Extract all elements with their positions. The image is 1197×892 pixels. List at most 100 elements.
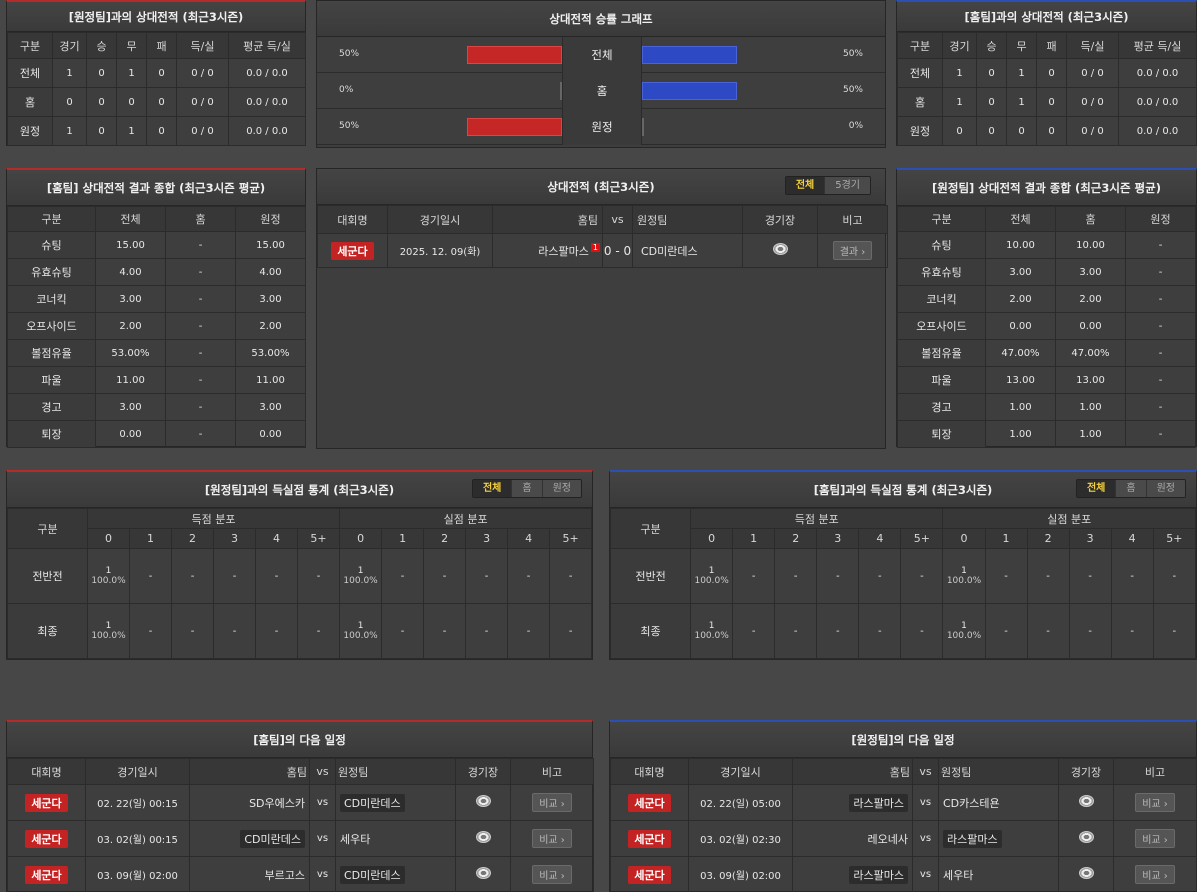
- away-team[interactable]: 세우타: [943, 868, 974, 882]
- away-team[interactable]: CD미란데스: [632, 233, 743, 268]
- cell-value: -: [1026, 548, 1070, 604]
- tab-away[interactable]: 원정: [541, 480, 581, 497]
- stadium-icon[interactable]: [475, 867, 491, 879]
- away-team[interactable]: 세우타: [340, 832, 371, 846]
- home-win-bar: [642, 82, 737, 100]
- home-team[interactable]: CD미란데스: [240, 829, 305, 848]
- goals-left-table: 구분 득점 분포 실점 분포 0 1 2 3 4 5+ 0 1 2 3 4 5+ 전반전 1 100.0% - - - -…: [7, 508, 593, 659]
- percent: 100.0%: [694, 631, 729, 641]
- row-label: 슈팅: [897, 231, 986, 259]
- vs-label: vs: [912, 784, 939, 821]
- vs-label: vs: [309, 820, 336, 857]
- cell-value: 1 100.0%: [942, 603, 986, 659]
- compare-button[interactable]: 비교 ›: [532, 865, 572, 884]
- compare-button[interactable]: 비교 ›: [1135, 829, 1175, 848]
- cell-value: -: [165, 339, 236, 367]
- cell-value: 1: [52, 58, 87, 88]
- h2h-home-table: 구분 경기 승 무 패 득/실 평균 득/실 전체 1 0 1 0 0 / 0 0.0 / 0.0 홈 1 0 1…: [897, 32, 1197, 146]
- stadium-icon[interactable]: [475, 831, 491, 843]
- bucket-header: 2: [1026, 528, 1070, 549]
- cell-value: -: [1125, 366, 1196, 394]
- panel-title-text: [홈팀]과의 득실점 통계 (최근3시즌): [813, 483, 993, 497]
- cell-value: -: [1125, 285, 1196, 313]
- cell-value: 2.00: [95, 312, 166, 340]
- compare-button[interactable]: 비교 ›: [532, 793, 572, 812]
- cell-value: -: [1068, 603, 1112, 659]
- home-team[interactable]: 라스팔마스: [849, 793, 908, 812]
- header-row: 구분 득점 분포 실점 분포: [7, 508, 593, 549]
- panel-title-text: [원정팀]과의 득실점 통계 (최근3시즌): [204, 483, 395, 497]
- tab-home[interactable]: 홈: [511, 480, 542, 497]
- schedule-row: 세군다 02. 22(일) 00:15 SD우에스카 vs CD미란데스 비교 ›: [7, 784, 594, 821]
- cell-value: -: [165, 366, 236, 394]
- stadium-icon[interactable]: [475, 795, 491, 807]
- cell-value: 0: [942, 116, 977, 146]
- count: 1: [961, 621, 967, 631]
- cell-value: 0 / 0: [1066, 87, 1119, 117]
- stadium-icon[interactable]: [1078, 831, 1094, 843]
- bucket-header: 2: [423, 528, 467, 549]
- tab-home[interactable]: 홈: [1115, 480, 1146, 497]
- cell-value: 0: [1036, 87, 1067, 117]
- graph-row: 0% 50% 홈: [317, 73, 885, 109]
- home-team[interactable]: 라스팔마스: [849, 865, 908, 884]
- h2h-matches-tabs: 전체 5경기: [784, 176, 871, 195]
- goals-left-panel: [원정팀]과의 득실점 통계 (최근3시즌) 전체 홈 원정 구분 득점 분포 실점…: [6, 470, 593, 660]
- h2h-graph-panel: 상대전적 승률 그래프 50% 50% 전체 0% 50% 홈 50% 0% 원정: [316, 0, 886, 148]
- compare-button[interactable]: 비교 ›: [532, 829, 572, 848]
- col-header: 패: [146, 32, 177, 59]
- panel-title: [홈팀]과의 득실점 통계 (최근3시즌) 전체 홈 원정: [610, 472, 1196, 508]
- away-team[interactable]: 라스팔마스: [943, 829, 1002, 848]
- cell-value: -: [129, 548, 172, 604]
- home-team[interactable]: 부르고스: [264, 868, 305, 882]
- cell-value: 0 / 0: [1066, 116, 1119, 146]
- cell-value: 0.00: [235, 420, 306, 448]
- row-label: 오프사이드: [7, 312, 96, 340]
- cell-value: -: [165, 285, 236, 313]
- conceded-header: 실점 분포: [339, 508, 593, 529]
- match-date: 2025. 12. 09(화): [387, 233, 493, 268]
- home-team[interactable]: 레오네사: [867, 832, 908, 846]
- home-team[interactable]: SD우에스카: [249, 796, 305, 810]
- tab-away[interactable]: 원정: [1145, 480, 1185, 497]
- tab-all[interactable]: 전체: [472, 480, 512, 497]
- compare-button[interactable]: 비교 ›: [1135, 793, 1175, 812]
- col-stadium: 경기장: [742, 205, 818, 234]
- cell-value: 15.00: [235, 231, 306, 259]
- away-team[interactable]: CD미란데스: [340, 793, 405, 812]
- home-team[interactable]: 라스팔마스: [538, 244, 589, 258]
- tab-5games[interactable]: 5경기: [824, 177, 870, 194]
- cell-value: 53.00%: [235, 339, 306, 367]
- stadium-icon[interactable]: [1078, 795, 1094, 807]
- bucket-header: 0: [87, 528, 130, 549]
- header-row: 구분 전체 홈 원정: [897, 206, 1196, 232]
- table-row: 경고 1.00 1.00-: [897, 393, 1196, 421]
- cell-value: -: [858, 603, 902, 659]
- tab-all[interactable]: 전체: [1076, 480, 1116, 497]
- col-home: 홈팀: [792, 758, 913, 785]
- stadium-icon[interactable]: [772, 243, 788, 255]
- tab-all[interactable]: 전체: [785, 177, 825, 194]
- cell-value: 1 100.0%: [690, 548, 734, 604]
- cell-value: -: [1110, 603, 1154, 659]
- row-label: 원정: [7, 116, 53, 146]
- stadium-icon[interactable]: [1078, 867, 1094, 879]
- col-header: 평균 득/실: [228, 32, 306, 59]
- vs-label: vs: [912, 856, 939, 892]
- cell-value: -: [984, 603, 1028, 659]
- away-team[interactable]: CD미란데스: [340, 865, 405, 884]
- away-team[interactable]: CD카스테욘: [943, 796, 1000, 810]
- cell-value: -: [465, 603, 509, 659]
- cell-value: -: [1125, 258, 1196, 286]
- h2h-away-panel: [원정팀]과의 상대전적 (최근3시즌) 구분 경기 승 무 패 득/실 평균 득/실 전체 1…: [6, 0, 306, 146]
- graph-row: 50% 0% 원정: [317, 109, 885, 145]
- row-label: 퇴장: [897, 420, 986, 448]
- cell-value: 0: [976, 87, 1007, 117]
- panel-title: [홈팀] 상대전적 결과 종합 (최근3시즌 평균): [7, 170, 305, 206]
- schedule-row: 세군다 03. 09(월) 02:00 라스팔마스 vs 세우타 비교 ›: [610, 856, 1197, 892]
- cell-value: -: [900, 603, 944, 659]
- compare-button[interactable]: 비교 ›: [1135, 865, 1175, 884]
- col-note: 비고: [817, 205, 888, 234]
- goals-right-tabs: 전체 홈 원정: [1075, 479, 1186, 498]
- result-button[interactable]: 결과 ›: [832, 241, 873, 260]
